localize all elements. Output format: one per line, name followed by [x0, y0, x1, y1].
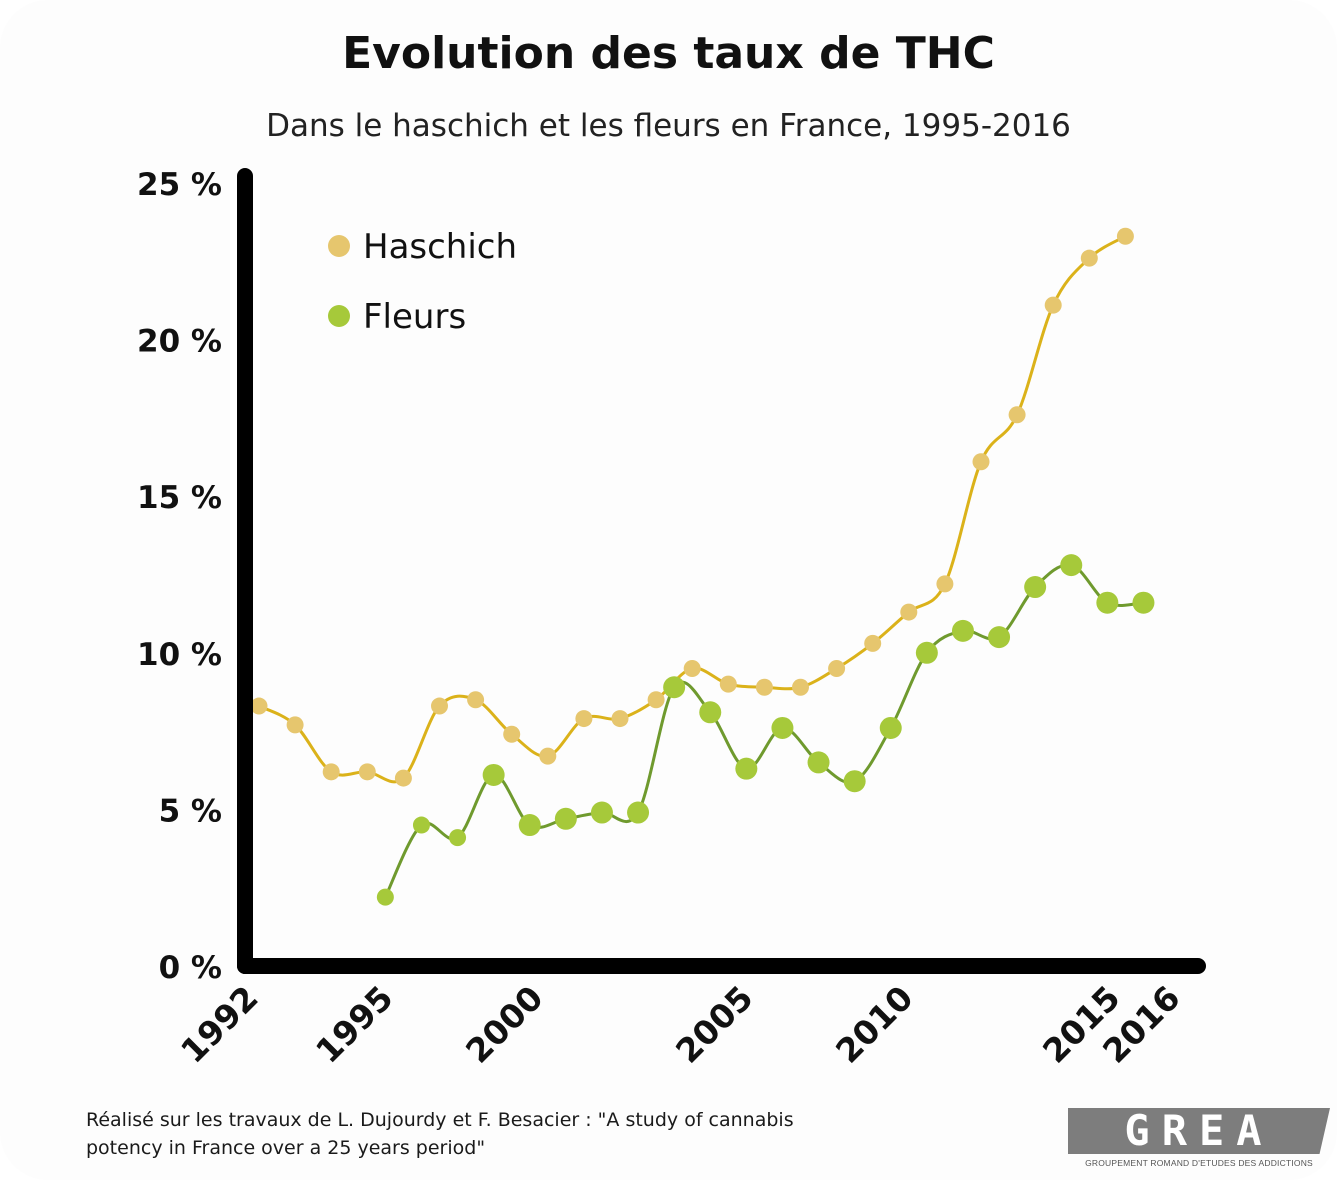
x-tick-label: 2005 — [668, 978, 761, 1071]
x-tick-label: 1992 — [173, 978, 266, 1071]
data-point-haschich — [936, 575, 954, 593]
legend-label-fleurs: Fleurs — [363, 297, 466, 337]
data-point-haschich — [322, 763, 340, 781]
chart-subtitle: Dans le haschich et les fleurs en France… — [266, 108, 1071, 144]
y-tick-label: 10 % — [137, 637, 222, 673]
data-point-fleurs — [1096, 591, 1119, 614]
data-point-haschich — [972, 453, 990, 471]
y-tick-label: 0 % — [159, 950, 222, 986]
data-point-haschich — [755, 678, 773, 696]
data-point-fleurs — [807, 751, 830, 774]
data-point-haschich — [575, 710, 593, 728]
data-point-haschich — [394, 769, 412, 787]
data-point-fleurs — [988, 626, 1011, 649]
data-point-fleurs — [735, 757, 758, 780]
y-tick-label: 15 % — [137, 480, 222, 516]
data-point-fleurs — [843, 770, 866, 793]
data-point-fleurs — [518, 814, 541, 837]
data-point-haschich — [503, 725, 521, 743]
legend-label-haschich: Haschich — [363, 227, 517, 267]
data-point-fleurs — [879, 716, 902, 739]
x-tick-label: 2000 — [458, 978, 551, 1071]
data-point-fleurs — [699, 701, 722, 724]
logo-word: GREA — [1124, 1106, 1274, 1155]
data-point-haschich — [792, 678, 809, 696]
series-line-fleurs — [384, 563, 1144, 898]
data-point-haschich — [1044, 296, 1062, 314]
data-point-haschich — [1116, 227, 1134, 245]
source-footnote: Réalisé sur les travaux de L. Dujourdy e… — [86, 1106, 986, 1162]
grea-logo: GREA GROUPEMENT ROMAND D'ETUDES DES ADDI… — [1068, 1106, 1336, 1172]
data-point-haschich — [900, 603, 918, 621]
data-point-fleurs — [771, 716, 794, 739]
y-tick-label: 5 % — [159, 793, 222, 829]
data-point-fleurs — [449, 829, 467, 847]
data-point-haschich — [1008, 406, 1026, 424]
data-point-fleurs — [1024, 576, 1047, 599]
data-point-fleurs — [412, 816, 430, 834]
legend-marker-haschich — [328, 235, 350, 257]
data-point-haschich — [683, 659, 701, 677]
logo-band — [1068, 1108, 1330, 1154]
data-point-haschich — [286, 716, 304, 734]
data-point-haschich — [250, 697, 268, 715]
data-point-haschich — [467, 691, 485, 709]
chart-title: Evolution des taux de THC — [342, 28, 995, 79]
legend-marker-fleurs — [328, 305, 350, 327]
data-point-fleurs — [482, 763, 505, 786]
data-point-haschich — [647, 691, 665, 709]
data-point-haschich — [431, 697, 448, 715]
data-point-haschich — [539, 747, 557, 765]
footnote-line-1: Réalisé sur les travaux de L. Dujourdy e… — [86, 1109, 794, 1131]
data-point-haschich — [864, 634, 882, 652]
footnote-line-2: potency in France over a 25 years period… — [86, 1137, 486, 1159]
data-point-fleurs — [915, 641, 938, 664]
data-point-fleurs — [1060, 554, 1083, 577]
data-point-fleurs — [663, 676, 686, 699]
data-point-haschich — [1080, 249, 1098, 267]
data-point-haschich — [611, 710, 629, 728]
data-point-fleurs — [590, 801, 613, 824]
data-point-fleurs — [627, 801, 650, 824]
data-point-fleurs — [376, 888, 394, 906]
data-point-haschich — [358, 763, 376, 781]
data-point-fleurs — [554, 807, 577, 830]
data-point-haschich — [719, 675, 737, 693]
data-point-haschich — [828, 659, 846, 677]
x-tick-label: 2010 — [828, 978, 921, 1071]
y-tick-label: 25 % — [137, 167, 222, 203]
x-tick-label: 1995 — [308, 978, 401, 1071]
data-point-fleurs — [951, 619, 974, 642]
y-tick-label: 20 % — [137, 324, 222, 360]
logo-tagline: GROUPEMENT ROMAND D'ETUDES DES ADDICTION… — [1085, 1158, 1313, 1168]
data-point-fleurs — [1132, 591, 1155, 614]
